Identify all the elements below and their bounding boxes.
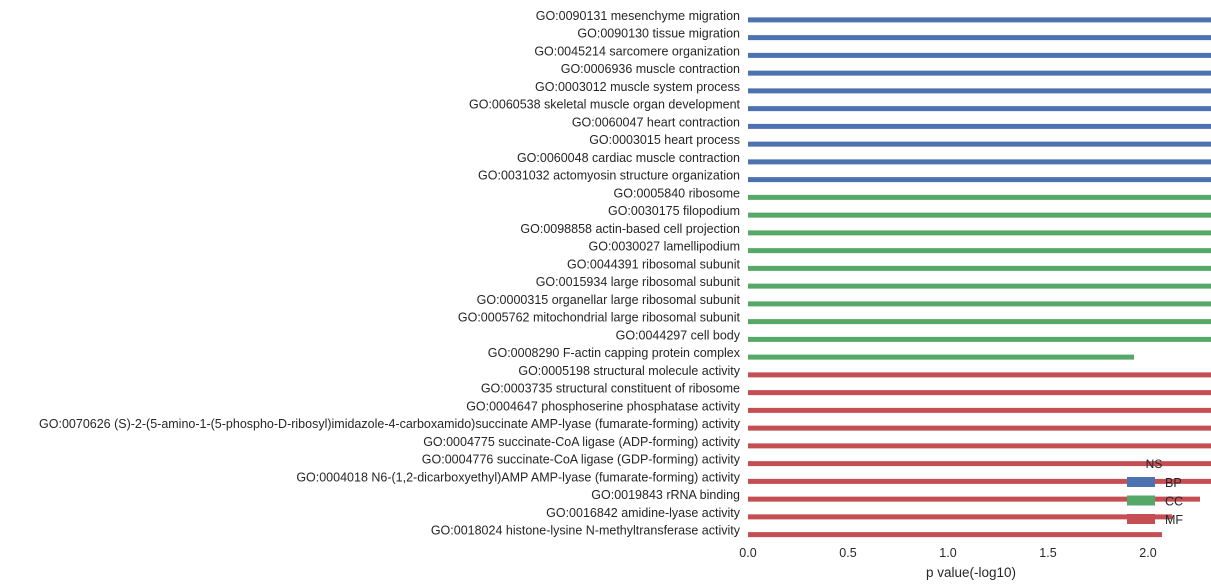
x-tick-label: 0.0 — [739, 546, 756, 560]
bar-mf-29 — [748, 514, 1172, 520]
bar-bp-2 — [748, 35, 1211, 41]
bar-mf-24 — [748, 425, 1211, 431]
category-label: GO:0098858 actin-based cell projection — [520, 222, 740, 236]
bar-bp-6 — [748, 106, 1211, 112]
category-label: GO:0030027 lamellipodium — [589, 240, 740, 254]
x-tick-label: 0.5 — [839, 546, 856, 560]
bar-bp-3 — [748, 52, 1211, 58]
bar-bp-10 — [748, 177, 1211, 183]
legend-label-mf: MF — [1165, 513, 1183, 527]
bar-cc-13 — [748, 230, 1211, 236]
bar-mf-28 — [748, 496, 1200, 502]
legend-swatch-mf — [1127, 514, 1155, 524]
x-tick-label: 1.0 — [939, 546, 956, 560]
category-label: GO:0003012 muscle system process — [535, 80, 740, 94]
legend-swatch-bp — [1127, 477, 1155, 487]
x-tick-label: 2.0 — [1139, 546, 1156, 560]
category-label: GO:0003015 heart process — [589, 133, 740, 147]
category-label: GO:0008290 F-actin capping protein compl… — [488, 346, 741, 360]
category-labels: GO:0090131 mesenchyme migration GO:009013… — [39, 9, 741, 538]
category-label: GO:0004776 succinate-CoA ligase (GDP-for… — [422, 453, 741, 467]
category-label: GO:0060538 skeletal muscle organ develop… — [469, 98, 741, 112]
category-label: GO:0005198 structural molecule activity — [518, 364, 740, 378]
category-label: GO:0004647 phosphoserine phosphatase act… — [466, 399, 741, 413]
bar-bp-5 — [748, 88, 1211, 94]
bar-cc-16 — [748, 283, 1211, 289]
category-label: GO:0030175 filopodium — [608, 204, 740, 218]
category-label: GO:0004018 N6-(1,2-dicarboxyethyl)AMP AM… — [296, 470, 740, 484]
x-axis-title: p value(-log10) — [926, 565, 1016, 580]
category-label: GO:0016842 amidine-lyase activity — [546, 506, 741, 520]
category-label: GO:0004775 succinate-CoA ligase (ADP-for… — [423, 435, 741, 449]
bar-bp-9 — [748, 159, 1211, 165]
bar-mf-23 — [748, 407, 1211, 413]
bar-cc-11 — [748, 194, 1211, 200]
category-label: GO:0044391 ribosomal subunit — [567, 257, 741, 271]
bar-cc-12 — [748, 212, 1211, 218]
bar-mf-26 — [748, 461, 1211, 467]
category-label: GO:0090131 mesenchyme migration — [536, 9, 740, 23]
category-label: GO:0060047 heart contraction — [572, 115, 740, 129]
legend-swatch-cc — [1127, 495, 1155, 506]
bar-cc-18 — [748, 319, 1211, 325]
legend-label-bp: BP — [1165, 476, 1182, 490]
category-label: GO:0044297 cell body — [616, 328, 741, 342]
bar-bp-1 — [748, 17, 1211, 23]
category-label: GO:0031032 actomyosin structure organiza… — [478, 169, 740, 183]
bar-cc-19 — [748, 336, 1211, 342]
bar-mf-30 — [748, 532, 1162, 538]
bar-cc-17 — [748, 301, 1211, 307]
legend-title: NS — [1146, 457, 1163, 471]
x-axis-ticks: 0.00.51.01.52.02.53.03.54.04.5 — [739, 546, 1156, 560]
category-label: GO:0019843 rRNA binding — [591, 488, 740, 502]
category-label: GO:0000315 organellar large ribosomal su… — [477, 293, 741, 307]
bar-bp-7 — [748, 123, 1211, 129]
category-label: GO:0005840 ribosome — [614, 186, 741, 200]
bar-mf-27 — [748, 478, 1211, 484]
bar-cc-14 — [748, 248, 1211, 254]
category-label: GO:0003735 structural constituent of rib… — [481, 382, 740, 396]
bar-cc-15 — [748, 265, 1211, 271]
x-tick-label: 1.5 — [1039, 546, 1056, 560]
category-label: GO:0015934 large ribosomal subunit — [536, 275, 741, 289]
bar-bp-8 — [748, 141, 1211, 147]
category-label: GO:0090130 tissue migration — [577, 27, 740, 41]
category-label: GO:0060048 cardiac muscle contraction — [517, 151, 740, 165]
category-label: GO:0070626 (S)-2-(5-amino-1-(5-phospho-D… — [39, 417, 741, 431]
bar-cc-20 — [748, 354, 1134, 360]
bar-bp-4 — [748, 70, 1211, 76]
category-label: GO:0005762 mitochondrial large ribosomal… — [458, 311, 741, 325]
category-label: GO:0045214 sarcomere organization — [534, 44, 740, 58]
bar-mf-25 — [748, 443, 1211, 449]
category-label: GO:0018024 histone-lysine N-methyltransf… — [431, 524, 741, 538]
category-label: GO:0006936 muscle contraction — [561, 62, 740, 76]
bars-group — [748, 17, 1211, 538]
legend: NS BP CC MF — [1127, 457, 1183, 527]
bar-mf-22 — [748, 390, 1211, 396]
bar-mf-21 — [748, 372, 1211, 378]
legend-items: BP CC MF — [1127, 476, 1183, 527]
legend-label-cc: CC — [1165, 495, 1183, 509]
